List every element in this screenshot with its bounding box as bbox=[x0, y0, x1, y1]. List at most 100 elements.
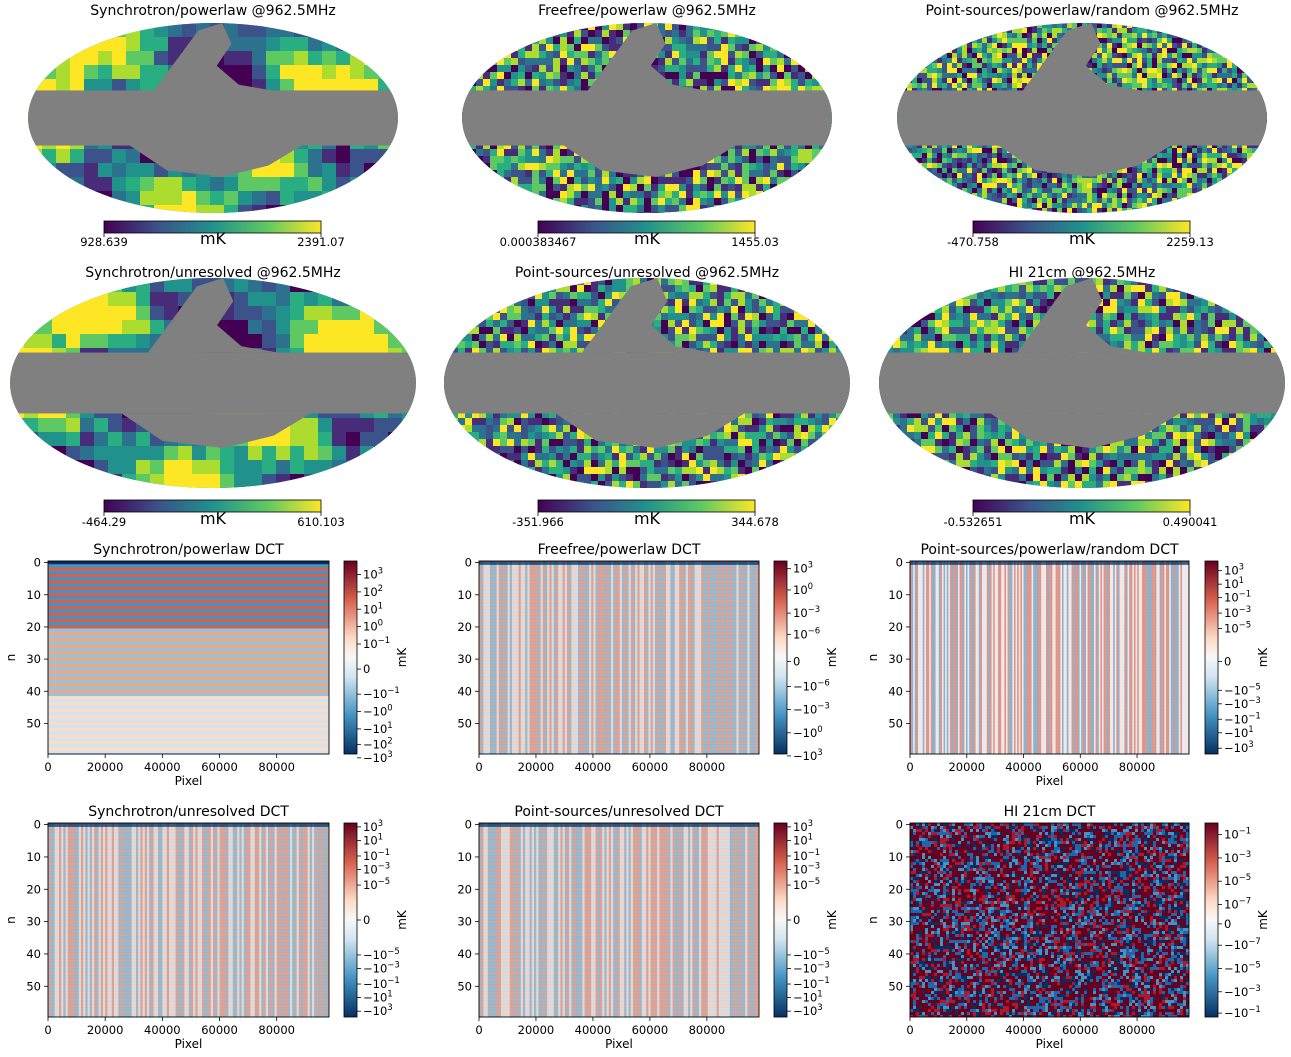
colorbar-tick-label: 0 bbox=[363, 913, 370, 927]
colorbar bbox=[537, 499, 756, 513]
colorbar-min-label: 928.639 bbox=[80, 235, 128, 249]
map-panel: HI 21cm @962.5MHz -0.532651 0.490041 mK bbox=[879, 265, 1285, 529]
y-tick-label: 50 bbox=[457, 979, 472, 993]
x-tick-label: 40000 bbox=[144, 760, 181, 774]
colorbar-unit: mK bbox=[1069, 509, 1096, 528]
dct-panel: HI 21cm DCT 0 20000 40000 60000 80000 Pixel 0 10… bbox=[866, 804, 1270, 1051]
colorbar-tick-label: 103 bbox=[363, 819, 383, 834]
y-tick-label: 20 bbox=[26, 882, 41, 896]
dct-title: HI 21cm DCT bbox=[1004, 804, 1096, 820]
y-tick-label: 40 bbox=[26, 947, 41, 961]
y-tick-label: 50 bbox=[888, 979, 903, 993]
map-title: Synchrotron/powerlaw @962.5MHz bbox=[90, 3, 335, 19]
dct-pixels bbox=[479, 561, 759, 754]
mask-band bbox=[10, 352, 416, 414]
colorbar-min-label: -351.966 bbox=[512, 515, 564, 529]
dct-panel: Point-sources/powerlaw/random DCT 0 20000 4… bbox=[866, 542, 1270, 788]
y-tick-label: 10 bbox=[888, 588, 903, 602]
dct-panel: Point-sources/unresolved DCT 0 20000 40000 6… bbox=[457, 804, 839, 1051]
y-axis-label: n bbox=[866, 916, 880, 924]
x-tick-label: 0 bbox=[906, 1023, 913, 1037]
colorbar-tick-label: −10−1 bbox=[793, 976, 830, 991]
y-tick-label: 40 bbox=[457, 947, 472, 961]
x-tick-label: 0 bbox=[475, 760, 482, 774]
y-axis-label: n bbox=[4, 916, 18, 924]
colorbar-tick-label: 10−7 bbox=[1224, 896, 1251, 911]
colorbar-tick-label: 101 bbox=[1224, 576, 1244, 591]
colorbar-tick-label: −102 bbox=[363, 736, 393, 751]
y-tick-label: 10 bbox=[457, 588, 472, 602]
colorbar-tick-label: −10−7 bbox=[1224, 937, 1261, 952]
colorbar-tick-label: −10−3 bbox=[793, 702, 830, 717]
mask-lobe-south bbox=[990, 413, 1180, 449]
colorbar-tick-label: 0 bbox=[793, 654, 800, 668]
colorbar-tick-label: 10−3 bbox=[1224, 605, 1251, 620]
x-tick-label: 40000 bbox=[575, 760, 612, 774]
y-tick-label: 10 bbox=[888, 850, 903, 864]
colorbar-unit: mK bbox=[200, 509, 227, 528]
colorbar-tick-label: 0 bbox=[1224, 654, 1231, 668]
mask-lobe-south bbox=[121, 413, 311, 449]
y-tick-label: 30 bbox=[888, 652, 903, 666]
x-axis-label: Pixel bbox=[175, 1037, 203, 1051]
x-axis-label: Pixel bbox=[605, 1037, 633, 1051]
x-tick-label: 0 bbox=[44, 760, 51, 774]
x-tick-label: 20000 bbox=[948, 760, 985, 774]
mask-lobe-south bbox=[563, 145, 736, 177]
colorbar bbox=[1204, 560, 1219, 755]
x-tick-label: 80000 bbox=[1119, 760, 1156, 774]
x-tick-label: 80000 bbox=[258, 760, 295, 774]
x-tick-label: 20000 bbox=[518, 760, 555, 774]
colorbar-min-label: 0.000383467 bbox=[500, 235, 577, 249]
y-tick-label: 20 bbox=[26, 620, 41, 634]
x-axis-label: Pixel bbox=[1036, 774, 1064, 788]
colorbar-max-label: 2259.13 bbox=[1166, 235, 1214, 249]
x-tick-label: 60000 bbox=[1062, 760, 1099, 774]
colorbar-min-label: -464.29 bbox=[82, 515, 126, 529]
x-tick-label: 40000 bbox=[1005, 760, 1042, 774]
y-tick-label: 50 bbox=[26, 716, 41, 730]
x-tick-label: 0 bbox=[44, 1023, 51, 1037]
dct-pixels bbox=[910, 823, 1189, 1017]
colorbar-max-label: 1455.03 bbox=[731, 235, 779, 249]
mask-band bbox=[28, 90, 398, 146]
y-axis-label: n bbox=[866, 654, 880, 662]
colorbar-tick-label: 102 bbox=[363, 584, 383, 599]
y-tick-label: 0 bbox=[896, 818, 903, 832]
colorbar-max-label: 344.678 bbox=[731, 515, 779, 529]
colorbar-tick-label: 10−1 bbox=[363, 636, 390, 651]
y-tick-label: 50 bbox=[457, 716, 472, 730]
mask-lobe-south bbox=[129, 145, 302, 177]
colorbar bbox=[1204, 822, 1219, 1018]
colorbar bbox=[103, 499, 322, 513]
colorbar-tick-label: 101 bbox=[363, 832, 383, 847]
map-panel: Synchrotron/powerlaw @962.5MHz 928.639 239… bbox=[28, 3, 398, 249]
colorbar-tick-label: −103 bbox=[363, 750, 393, 765]
colorbar-label: mK bbox=[825, 647, 839, 668]
x-tick-label: 60000 bbox=[632, 760, 669, 774]
colorbar-tick-label: 103 bbox=[363, 567, 383, 582]
dct-title: Freefree/powerlaw DCT bbox=[538, 542, 701, 558]
y-tick-label: 0 bbox=[896, 556, 903, 570]
colorbar-tick-label: 103 bbox=[1224, 563, 1244, 578]
y-tick-label: 40 bbox=[457, 684, 472, 698]
colorbar bbox=[773, 560, 788, 755]
y-tick-label: 30 bbox=[888, 915, 903, 929]
y-tick-label: 30 bbox=[26, 915, 41, 929]
colorbar bbox=[103, 220, 322, 234]
colorbar-tick-label: −101 bbox=[793, 990, 823, 1005]
colorbar-tick-label: −10−6 bbox=[793, 678, 830, 693]
colorbar-label: mK bbox=[1256, 909, 1270, 930]
y-tick-label: 30 bbox=[457, 652, 472, 666]
axes-frame bbox=[909, 822, 1190, 1018]
y-tick-label: 20 bbox=[457, 620, 472, 634]
mask-lobe-south bbox=[998, 145, 1171, 177]
dct-title: Synchrotron/unresolved DCT bbox=[88, 804, 289, 820]
x-tick-label: 80000 bbox=[689, 1023, 726, 1037]
colorbar-tick-label: −10−1 bbox=[1224, 711, 1261, 726]
colorbar-tick-label: −10−5 bbox=[1224, 682, 1261, 697]
colorbar-tick-label: −10−3 bbox=[1224, 696, 1261, 711]
x-tick-label: 0 bbox=[906, 760, 913, 774]
colorbar-label: mK bbox=[395, 909, 409, 930]
